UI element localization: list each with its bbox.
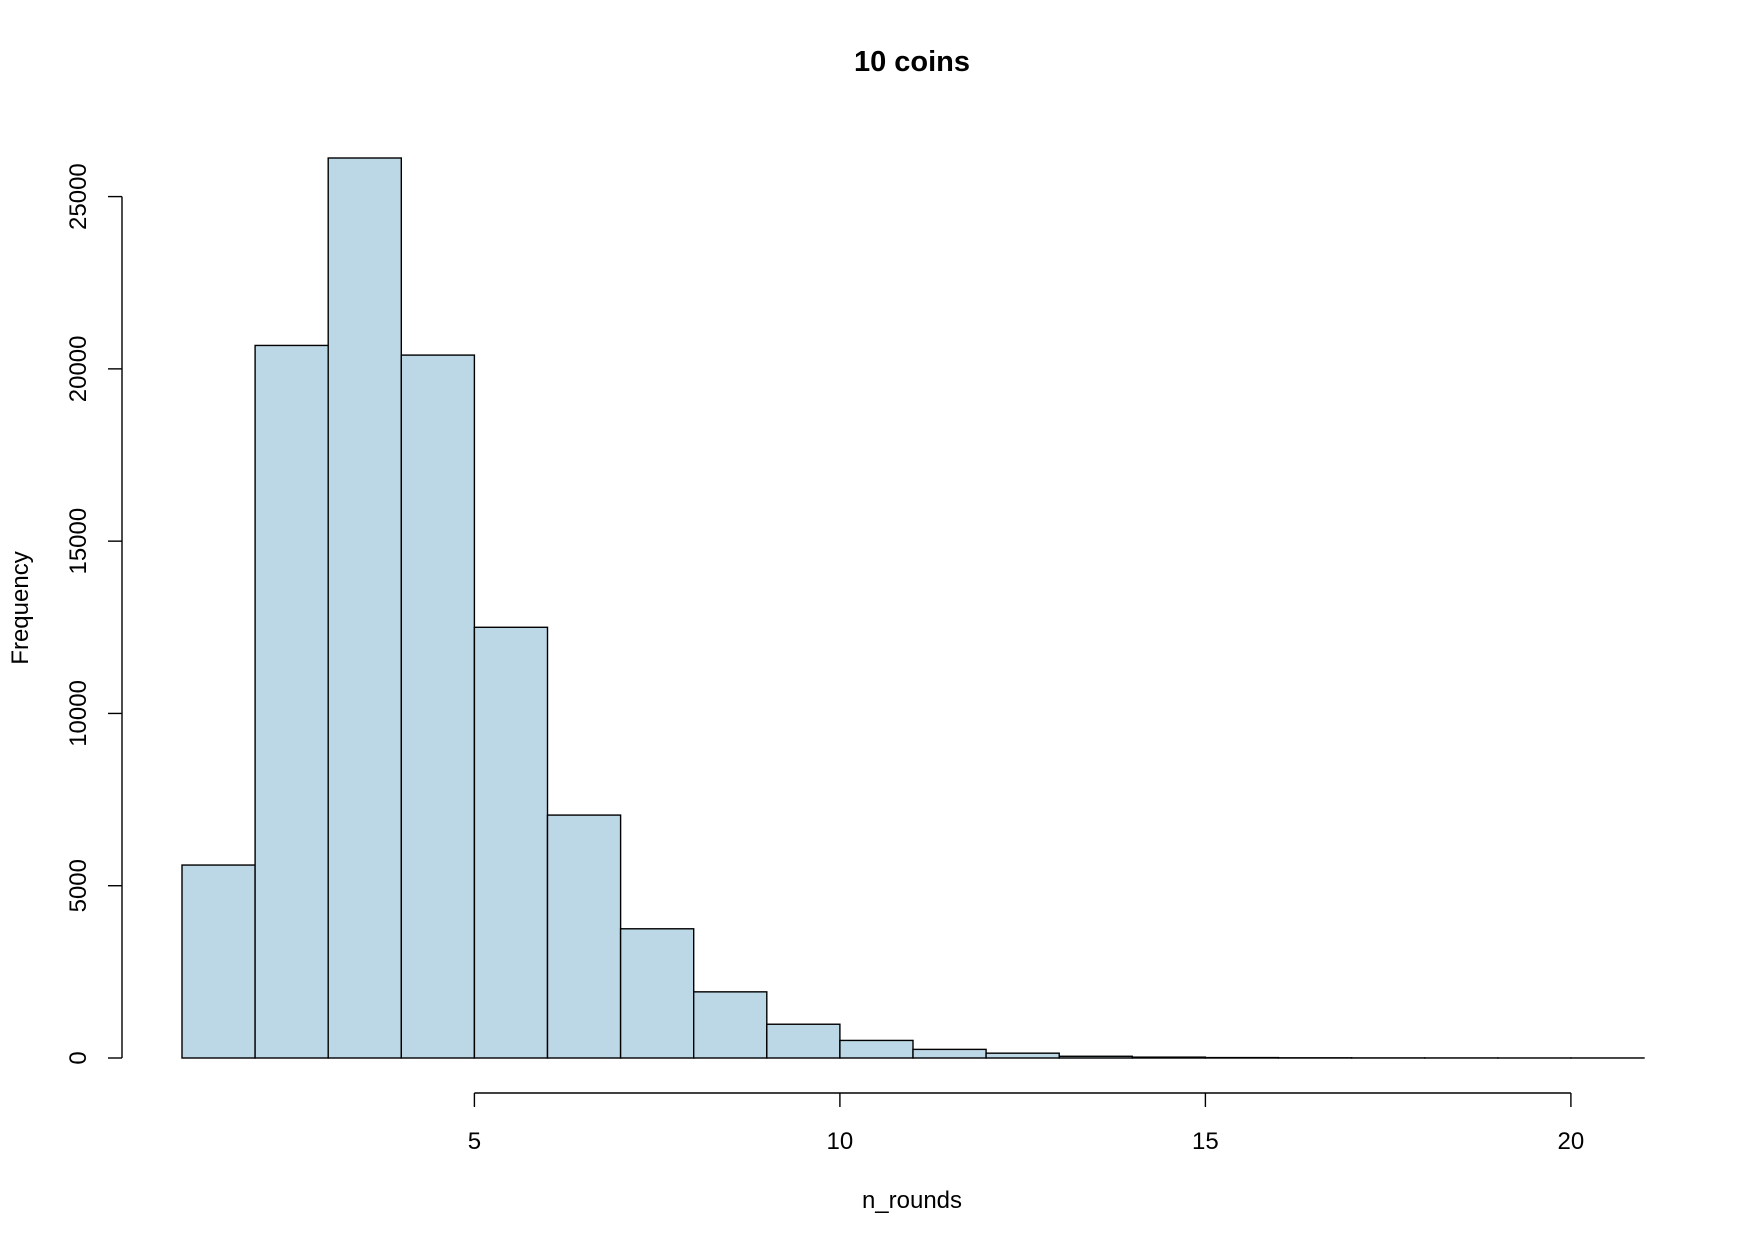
y-tick-label: 15000 <box>65 508 92 575</box>
x-axis-label: n_rounds <box>862 1187 962 1214</box>
x-tick-label: 10 <box>827 1128 854 1155</box>
x-axis: 5 10 15 20 <box>468 1092 1585 1155</box>
histogram-bar <box>181 864 256 1059</box>
histogram-bar <box>912 1048 987 1059</box>
bars-group <box>181 157 1645 1059</box>
histogram-bar <box>693 991 768 1059</box>
chart-title: 10 coins <box>854 46 970 78</box>
y-tick-label: 5000 <box>65 859 92 912</box>
histogram-bar <box>1131 1056 1207 1059</box>
y-tick-label: 10000 <box>65 680 92 747</box>
histogram-bar <box>839 1039 914 1059</box>
histogram-bar <box>619 928 695 1059</box>
histogram-bar <box>985 1052 1060 1059</box>
x-tick-label: 15 <box>1192 1128 1219 1155</box>
y-tick-label: 0 <box>65 1051 92 1064</box>
histogram-bar <box>766 1023 841 1059</box>
histogram-bar <box>546 814 622 1059</box>
x-tick-label: 20 <box>1558 1128 1585 1155</box>
y-axis: 0 5000 10000 15000 20000 25000 <box>65 163 123 1065</box>
histogram-bar <box>1058 1055 1133 1059</box>
y-axis-label: Frequency <box>7 551 34 664</box>
histogram-bar <box>254 344 329 1059</box>
histogram-bar <box>400 354 476 1059</box>
y-tick-label: 25000 <box>65 163 92 230</box>
histogram-bar <box>473 626 549 1059</box>
y-tick-label: 20000 <box>65 335 92 402</box>
histogram-bar <box>327 157 403 1059</box>
x-tick-label: 5 <box>468 1128 481 1155</box>
